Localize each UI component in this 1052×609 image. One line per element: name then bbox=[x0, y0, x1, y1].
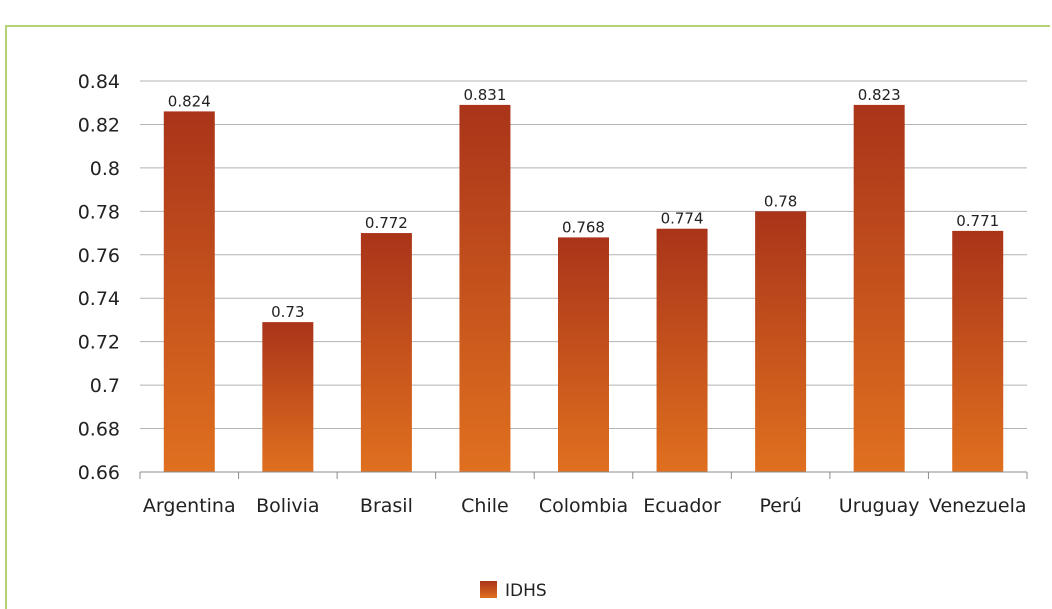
data-label: 0.768 bbox=[562, 218, 605, 236]
y-tick-label: 0.68 bbox=[78, 419, 120, 441]
x-tick-label: Brasil bbox=[360, 495, 413, 517]
x-tick-label: Ecuador bbox=[643, 495, 721, 517]
y-tick-label: 0.82 bbox=[78, 114, 120, 136]
data-label: 0.774 bbox=[661, 210, 704, 228]
bar bbox=[656, 228, 708, 472]
bar bbox=[755, 211, 807, 473]
x-tick-label: Colombia bbox=[539, 495, 628, 517]
bar bbox=[262, 322, 314, 472]
y-tick-label: 0.84 bbox=[78, 71, 120, 93]
bar bbox=[853, 104, 905, 473]
x-tick-label: Perú bbox=[759, 495, 801, 517]
data-labels: 0.824 0.73 0.772 0.831 0.768 0.774 0.78 0.823 0.… bbox=[168, 86, 999, 321]
y-tick-label: 0.7 bbox=[90, 375, 120, 397]
legend: IDHS bbox=[480, 581, 547, 601]
y-tick-label: 0.8 bbox=[90, 158, 120, 180]
bar bbox=[360, 233, 412, 472]
bar bbox=[459, 104, 511, 473]
x-tick-label: Venezuela bbox=[929, 495, 1027, 517]
bar bbox=[952, 230, 1004, 472]
data-label: 0.772 bbox=[365, 214, 408, 232]
x-axis: Argentina Bolivia Brasil Chile Colombia Ecuad… bbox=[139, 471, 1028, 517]
legend-label: IDHS bbox=[505, 581, 547, 601]
data-label: 0.771 bbox=[956, 212, 999, 230]
data-label: 0.73 bbox=[271, 303, 304, 321]
x-tick-label: Chile bbox=[461, 495, 509, 517]
x-tick-label: Bolivia bbox=[256, 495, 319, 517]
y-tick-label: 0.74 bbox=[78, 288, 120, 310]
data-label: 0.823 bbox=[858, 86, 901, 104]
x-tick-label: Uruguay bbox=[839, 495, 920, 517]
chart-frame bbox=[5, 25, 1050, 609]
data-label: 0.78 bbox=[764, 192, 797, 210]
x-tick-label: Argentina bbox=[143, 495, 236, 517]
bar bbox=[558, 237, 609, 472]
bars bbox=[163, 104, 1004, 473]
y-tick-label: 0.72 bbox=[78, 332, 120, 354]
data-label: 0.831 bbox=[463, 86, 506, 104]
y-axis-ticks: 0.84 0.82 0.8 0.78 0.76 0.74 0.72 0.7 0.68 0.66 bbox=[78, 71, 120, 484]
y-tick-label: 0.76 bbox=[78, 245, 120, 267]
legend-swatch bbox=[480, 581, 497, 598]
data-label: 0.824 bbox=[168, 92, 211, 110]
bar bbox=[163, 111, 215, 473]
y-tick-label: 0.66 bbox=[78, 462, 120, 484]
y-tick-label: 0.78 bbox=[78, 201, 120, 223]
